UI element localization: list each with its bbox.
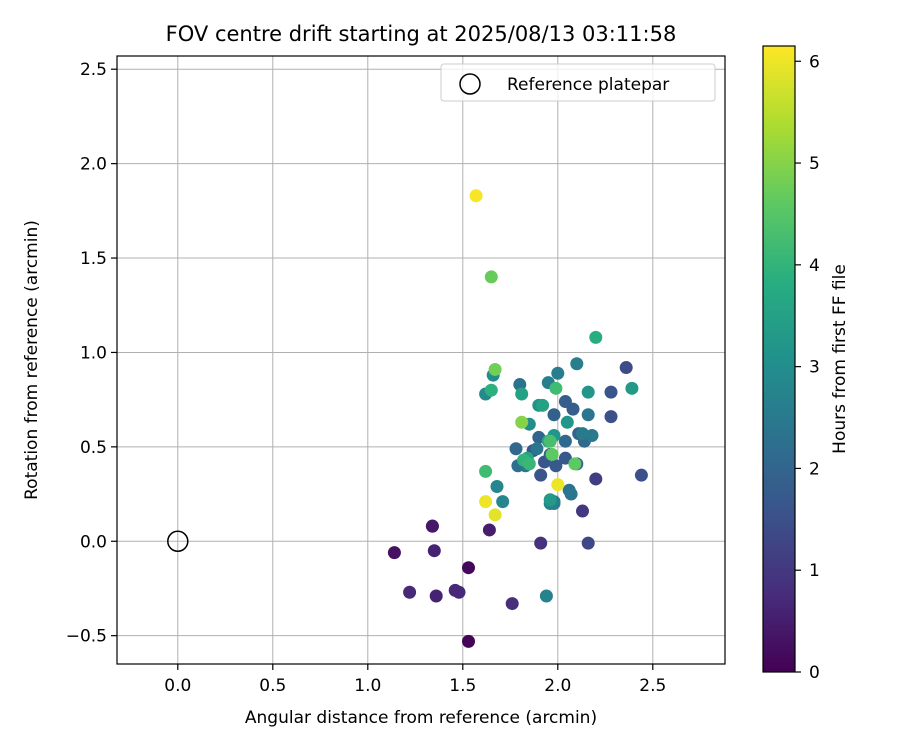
data-point	[604, 410, 618, 424]
data-point	[484, 270, 498, 284]
data-point	[589, 330, 603, 344]
data-point	[479, 495, 493, 509]
data-point	[545, 447, 559, 461]
data-point	[560, 415, 574, 429]
data-point	[469, 189, 483, 203]
data-point	[488, 362, 502, 376]
y-axis-label: Rotation from reference (arcmin)	[22, 220, 42, 500]
x-tick-label: 2.0	[544, 676, 571, 696]
data-point	[403, 585, 417, 599]
data-point	[576, 427, 589, 441]
data-point	[581, 536, 595, 550]
x-tick-label: 1.5	[449, 676, 476, 696]
data-point	[490, 480, 504, 494]
x-tick-label: 0.5	[259, 676, 286, 696]
y-tick-label: 1.5	[80, 249, 107, 269]
data-point	[425, 519, 439, 533]
x-axis-label: Angular distance from reference (arcmin)	[245, 708, 597, 728]
data-point	[564, 487, 578, 501]
data-point	[496, 495, 510, 509]
y-gridlines	[117, 68, 725, 637]
y-tick-label: 1.0	[80, 343, 107, 363]
data-point	[604, 385, 618, 399]
data-point	[566, 402, 580, 416]
data-point	[634, 468, 648, 482]
colorbar-tick-label: 5	[809, 154, 820, 174]
data-point	[581, 408, 595, 422]
data-point	[452, 585, 466, 599]
plot-frame	[116, 55, 726, 665]
data-point	[619, 361, 633, 375]
data-point	[589, 472, 603, 486]
colorbar-tick-label: 0	[809, 663, 820, 683]
scatter-points	[387, 189, 648, 648]
x-tick-label: 0.0	[164, 676, 191, 696]
y-tick-label: 0.0	[80, 532, 107, 552]
data-point	[427, 544, 441, 558]
data-point	[479, 464, 493, 478]
data-point	[387, 546, 401, 560]
data-point	[551, 366, 565, 380]
colorbar-tick-label: 6	[809, 52, 820, 72]
x-axis-ticks: 0.0 0.5 1.0 1.5 2.0 2.5	[164, 664, 666, 696]
legend: Reference platepar	[440, 63, 716, 102]
data-point	[522, 457, 536, 471]
data-point	[429, 589, 443, 603]
y-tick-label: 2.5	[80, 60, 107, 80]
data-point	[558, 434, 572, 448]
x-gridlines	[177, 56, 654, 664]
data-point	[570, 357, 584, 371]
colorbar-tick-label: 1	[809, 561, 820, 581]
data-point	[549, 459, 563, 473]
data-point	[484, 383, 498, 397]
data-point	[581, 385, 595, 399]
x-tick-label: 1.0	[354, 676, 381, 696]
y-tick-label: −0.5	[66, 627, 107, 647]
data-point	[462, 561, 475, 575]
data-point	[509, 442, 523, 456]
data-point	[543, 493, 557, 507]
data-point	[558, 451, 572, 465]
colorbar-tick-label: 3	[809, 358, 820, 378]
data-point	[505, 597, 519, 611]
data-point	[515, 387, 529, 401]
data-point	[551, 478, 565, 492]
colorbar-label: Hours from first FF file	[830, 264, 850, 454]
data-point	[625, 381, 639, 395]
data-point	[549, 381, 563, 395]
legend-label: Reference platepar	[507, 75, 669, 95]
data-point	[482, 523, 496, 537]
y-tick-label: 0.5	[80, 438, 107, 458]
data-point	[462, 634, 475, 648]
data-point	[534, 536, 548, 550]
data-point	[568, 457, 582, 471]
data-point	[536, 398, 550, 412]
data-point	[543, 434, 557, 448]
colorbar-tick-label: 4	[809, 256, 820, 276]
data-point	[530, 442, 544, 456]
reference-platepar-marker	[167, 530, 189, 553]
data-point	[576, 504, 589, 518]
colorbar	[762, 45, 796, 673]
legend-marker-icon	[459, 73, 481, 95]
data-point	[534, 468, 548, 482]
y-axis-ticks: −0.5 0.0 0.5 1.0 1.5 2.0 2.5	[66, 60, 117, 647]
data-point	[539, 589, 553, 603]
data-point	[515, 415, 529, 429]
colorbar-tick-label: 2	[809, 459, 820, 479]
data-point	[488, 508, 502, 522]
legend-box	[440, 63, 716, 102]
chart-title: FOV centre drift starting at 2025/08/13 …	[166, 22, 677, 46]
data-point	[547, 408, 561, 422]
x-tick-label: 2.5	[639, 676, 666, 696]
colorbar-ticks: 0 1 2 3 4 5 6	[795, 52, 820, 683]
y-tick-label: 2.0	[80, 155, 107, 175]
